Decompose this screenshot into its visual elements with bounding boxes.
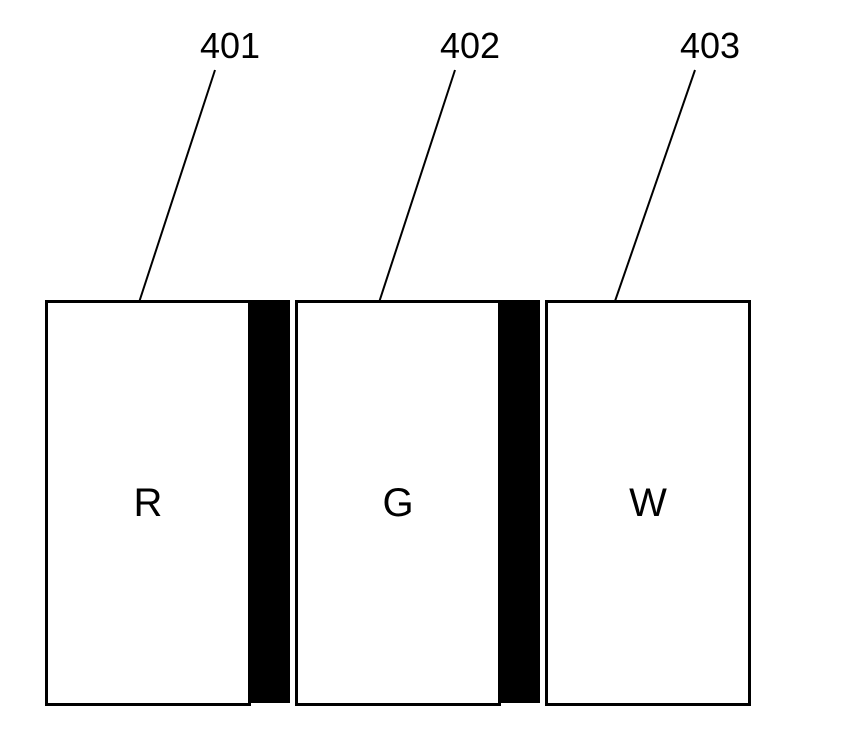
separator-2 <box>500 300 540 703</box>
box-r: R <box>45 300 251 706</box>
label-401: 401 <box>200 25 260 67</box>
separator-1 <box>250 300 290 703</box>
label-403: 403 <box>680 25 740 67</box>
diagram-container: 401 402 403 R G W <box>0 0 845 735</box>
box-r-letter: R <box>134 481 163 526</box>
box-w-letter: W <box>629 481 667 526</box>
box-g: G <box>295 300 501 706</box>
box-w: W <box>545 300 751 706</box>
leader-line-1 <box>130 70 215 330</box>
leader-line-2 <box>370 70 455 330</box>
leader-line-3 <box>605 70 695 330</box>
label-402: 402 <box>440 25 500 67</box>
box-g-letter: G <box>382 481 413 526</box>
